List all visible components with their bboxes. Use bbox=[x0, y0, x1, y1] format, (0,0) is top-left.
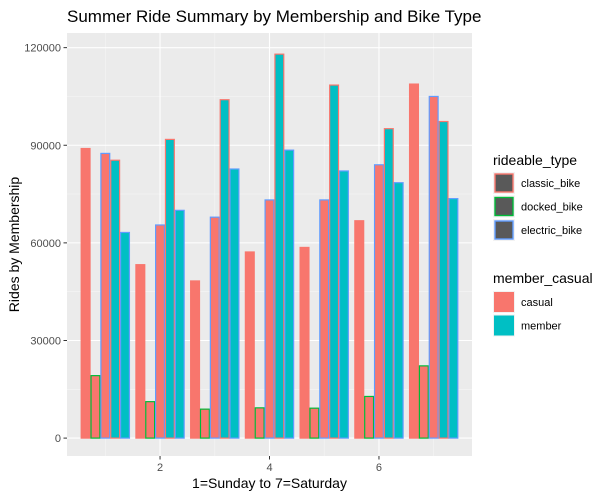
bar-member-classic-bike-day-2 bbox=[164, 138, 175, 439]
y-axis-title: Rides by Membership bbox=[6, 177, 22, 313]
bar-casual-docked-bike-day-1 bbox=[90, 375, 101, 439]
bar-casual-docked-bike-day-5 bbox=[309, 407, 320, 439]
legend-title: rideable_type bbox=[493, 152, 577, 168]
y-tick-label: 90000 bbox=[30, 140, 61, 152]
bar-member-classic-bike-day-4 bbox=[274, 53, 285, 439]
legend-title: member_casual bbox=[493, 270, 593, 286]
legend-swatch-electric-bike bbox=[494, 220, 514, 240]
bar-member-classic-bike-day-6 bbox=[383, 128, 394, 439]
bar-casual-classic-bike-day-6 bbox=[354, 220, 365, 439]
legend-swatch-classic-bike bbox=[494, 173, 514, 193]
bar-member-electric-bike-day-2 bbox=[174, 209, 185, 439]
x-axis-title: 1=Sunday to 7=Saturday bbox=[192, 475, 347, 491]
x-tick-label: 4 bbox=[266, 462, 272, 474]
x-axis: 2 4 6 bbox=[157, 456, 382, 474]
bar-casual-classic-bike-day-1 bbox=[80, 147, 91, 439]
bar-casual-electric-bike-day-1 bbox=[100, 152, 111, 439]
bar-casual-classic-bike-day-2 bbox=[135, 264, 146, 439]
bar-casual-docked-bike-day-4 bbox=[254, 407, 265, 439]
bar-casual-electric-bike-day-2 bbox=[155, 224, 166, 439]
y-tick-label: 30000 bbox=[30, 335, 61, 347]
legend-swatch-member bbox=[494, 315, 514, 336]
bar-member-electric-bike-day-1 bbox=[119, 231, 131, 439]
bar-member-classic-bike-day-5 bbox=[329, 84, 340, 439]
y-tick-label: 120000 bbox=[24, 43, 61, 55]
bar-casual-docked-bike-day-6 bbox=[364, 395, 375, 439]
bar-casual-electric-bike-day-6 bbox=[373, 164, 384, 439]
bar-casual-docked-bike-day-3 bbox=[199, 408, 210, 439]
x-tick-label: 2 bbox=[157, 462, 163, 474]
legend-swatch-docked-bike bbox=[494, 196, 514, 217]
bar-casual-classic-bike-day-3 bbox=[190, 280, 201, 439]
bar-casual-electric-bike-day-5 bbox=[319, 199, 330, 439]
bar-member-electric-bike-day-5 bbox=[338, 170, 349, 439]
bar-casual-docked-bike-day-7 bbox=[418, 365, 429, 439]
legend-label: electric_bike bbox=[521, 225, 582, 237]
bar-member-electric-bike-day-7 bbox=[448, 198, 459, 439]
legend-label: casual bbox=[521, 297, 553, 309]
bar-member-electric-bike-day-6 bbox=[393, 182, 404, 439]
x-tick-label: 6 bbox=[376, 462, 382, 474]
bar-member-classic-bike-day-7 bbox=[438, 120, 449, 439]
legend-label: docked_bike bbox=[521, 202, 583, 214]
bar-casual-classic-bike-day-7 bbox=[408, 83, 420, 439]
y-tick-label: 60000 bbox=[30, 238, 61, 250]
bars bbox=[80, 53, 459, 439]
chart-title: Summer Ride Summary by Membership and Bi… bbox=[67, 7, 481, 26]
legend-label: member bbox=[521, 321, 562, 333]
bar-casual-classic-bike-day-4 bbox=[244, 251, 255, 439]
bar-casual-electric-bike-day-4 bbox=[264, 199, 275, 439]
legend-label: classic_bike bbox=[521, 178, 580, 190]
legend-rideable-type: rideable_type classic_bike docked_bikeelec… bbox=[493, 152, 583, 241]
bar-member-classic-bike-day-1 bbox=[110, 159, 121, 439]
bar-member-electric-bike-day-3 bbox=[229, 168, 240, 439]
y-axis: 0 30000 60000 90000 120000 bbox=[24, 43, 67, 445]
bar-casual-classic-bike-day-5 bbox=[299, 246, 310, 439]
y-tick-label: 0 bbox=[55, 433, 61, 445]
bar-casual-electric-bike-day-7 bbox=[428, 95, 439, 439]
bar-casual-electric-bike-day-3 bbox=[209, 216, 220, 439]
bar-casual-docked-bike-day-2 bbox=[145, 401, 156, 439]
legend-swatch-casual bbox=[494, 292, 514, 312]
bar-member-electric-bike-day-4 bbox=[284, 149, 295, 439]
bar-member-classic-bike-day-3 bbox=[219, 99, 230, 439]
